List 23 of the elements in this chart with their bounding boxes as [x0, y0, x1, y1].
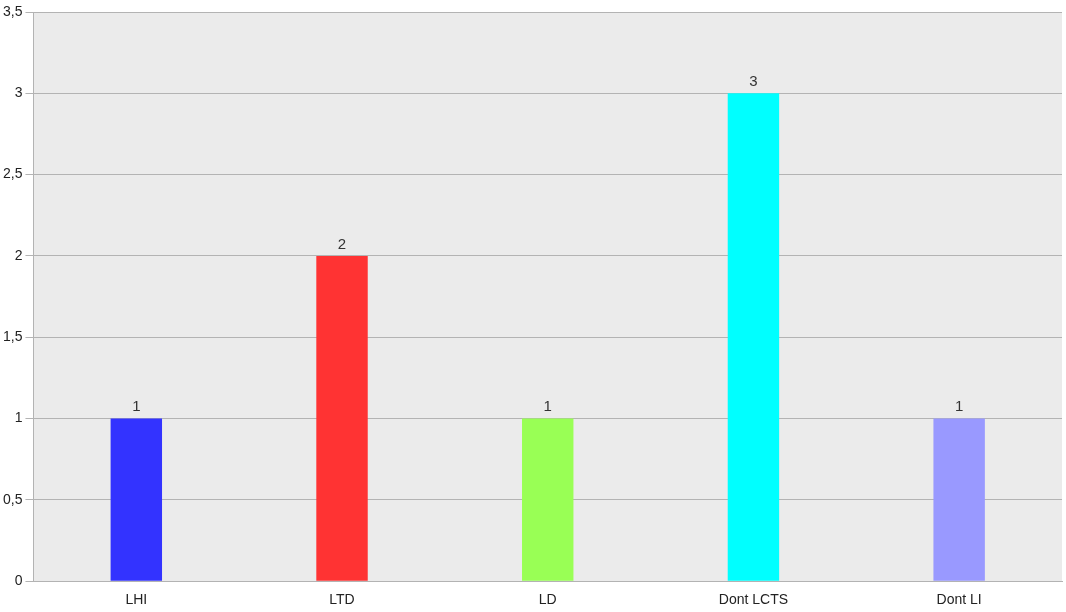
y-tick-label: 3 — [14, 84, 23, 101]
y-tick-label: 0,5 — [2, 490, 23, 507]
y-tick-label: 3,5 — [2, 2, 23, 19]
y-tick-label: 0 — [14, 572, 23, 589]
y-tick-label: 1 — [14, 409, 23, 426]
bar — [110, 418, 163, 581]
bar — [727, 93, 780, 581]
x-tick-label: Dont LCTS — [718, 591, 789, 608]
data-label: 2 — [337, 234, 347, 252]
data-label: 3 — [749, 71, 758, 89]
x-tick-label: LTD — [329, 591, 355, 608]
y-tick-label: 2,5 — [2, 165, 23, 182]
y-tick-label: 2 — [14, 246, 23, 263]
bar — [522, 418, 574, 581]
x-tick-label: LHI — [125, 591, 148, 608]
data-label: 1 — [954, 397, 964, 415]
bar — [316, 255, 368, 581]
x-tick-label: LD — [538, 591, 557, 608]
data-label: 1 — [132, 397, 141, 415]
data-label: 1 — [543, 397, 552, 415]
bar — [933, 418, 985, 581]
y-tick-label: 1,5 — [2, 328, 23, 345]
x-tick-label: Dont LI — [936, 591, 982, 608]
